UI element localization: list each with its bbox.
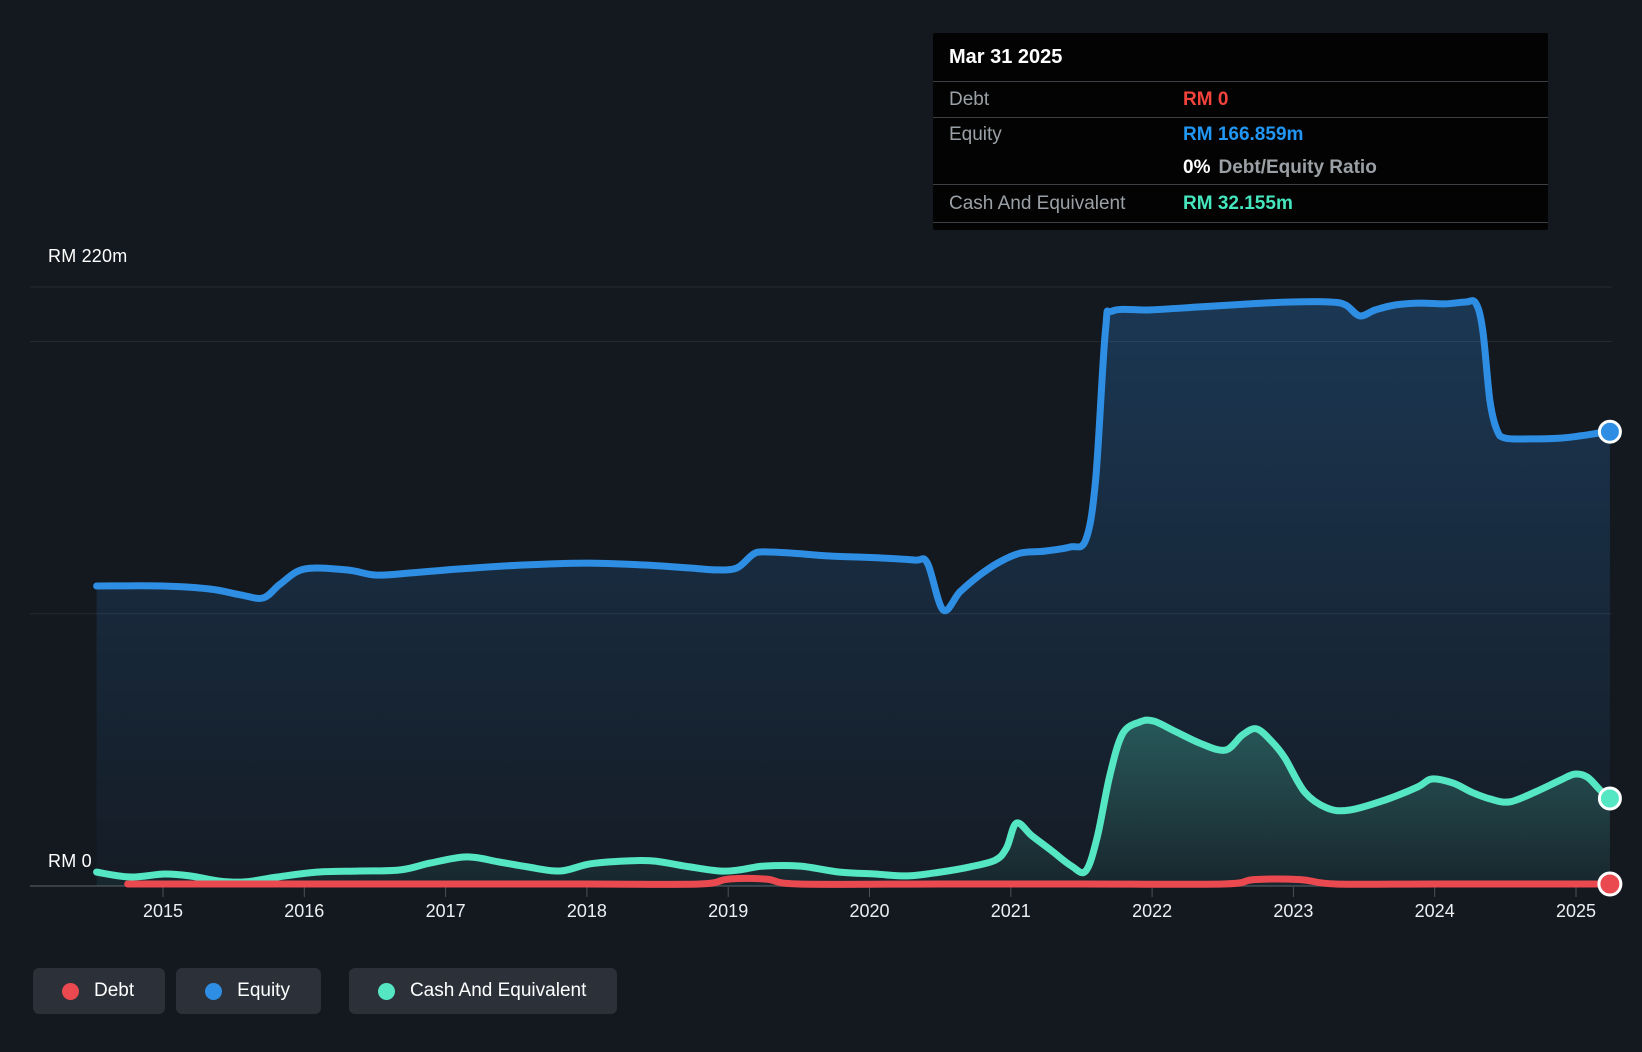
chart-legend: Debt Equity Cash And Equivalent	[33, 968, 618, 1014]
series-endpoint-markers	[1597, 419, 1623, 897]
legend-item-equity[interactable]: Equity	[176, 968, 321, 1014]
equity-line	[93, 297, 1614, 615]
tooltip-equity-label: Equity	[949, 123, 1002, 145]
tooltip-row-equity: Equity RM 166.859m	[933, 118, 1548, 151]
legend-item-debt[interactable]: Debt	[33, 968, 166, 1014]
debt-endpoint-marker	[1597, 871, 1623, 897]
equity-endpoint-marker	[1597, 419, 1622, 444]
x-axis-year-label: 2015	[142, 901, 184, 921]
tooltip-date: Mar 31 2025	[933, 33, 1548, 82]
tooltip-row-debt: Debt RM 0	[933, 82, 1548, 118]
x-axis-year-label: 2019	[708, 901, 749, 921]
tooltip-ratio: 0% Debt/Equity Ratio	[1183, 157, 1377, 179]
cash-and-equivalent-endpoint-marker	[1597, 786, 1622, 811]
x-axis-year-label: 2016	[284, 901, 325, 921]
tooltip-row-cash: Cash And Equivalent RM 32.155m	[933, 185, 1548, 223]
x-axis-year-label: 2025	[1555, 901, 1597, 921]
tooltip-cash-value: RM 32.155m	[1183, 192, 1293, 214]
legend-item-cash[interactable]: Cash And Equivalent	[348, 968, 618, 1014]
tooltip-ratio-value: 0%	[1183, 156, 1211, 178]
tooltip-row-ratio: 0% Debt/Equity Ratio	[933, 151, 1548, 185]
debt-line	[124, 875, 1614, 888]
x-axis-year-label: 2023	[1273, 901, 1314, 921]
tooltip-equity-value: RM 166.859m	[1183, 123, 1304, 145]
series-fills	[96, 300, 1610, 886]
tooltip-ratio-label: Debt/Equity Ratio	[1218, 156, 1377, 178]
x-axis-year-label: 2020	[849, 901, 890, 921]
equity-area	[96, 300, 1610, 886]
x-axis-year-label: 2017	[425, 901, 466, 921]
chart-tooltip: Mar 31 2025 Debt RM 0 Equity RM 166.859m…	[933, 33, 1548, 230]
y-axis-label-zero: RM 0	[48, 851, 92, 871]
debt-series-dot-icon	[62, 982, 79, 1000]
x-axis-year-label: 2021	[990, 901, 1031, 921]
y-axis-label-top: RM 220m	[48, 246, 128, 266]
tooltip-debt-label: Debt	[949, 88, 990, 110]
cash-series-dot-icon	[377, 982, 395, 1000]
equity-series-dot-icon	[205, 982, 223, 1000]
series-lines	[93, 297, 1614, 888]
legend-equity-label: Equity	[237, 980, 290, 1001]
legend-debt-label: Debt	[94, 980, 135, 1001]
tooltip-cash-label: Cash And Equivalent	[949, 192, 1126, 214]
legend-cash-label: Cash And Equivalent	[409, 980, 587, 1001]
x-axis-year-label: 2018	[566, 901, 607, 921]
x-axis-year-label: 2024	[1414, 901, 1455, 921]
cash-and-equivalent-line	[93, 716, 1614, 886]
tooltip-debt-value: RM 0	[1183, 88, 1229, 110]
x-axis-year-label: 2022	[1132, 901, 1173, 921]
cash-and-equivalent-area	[96, 720, 1610, 886]
